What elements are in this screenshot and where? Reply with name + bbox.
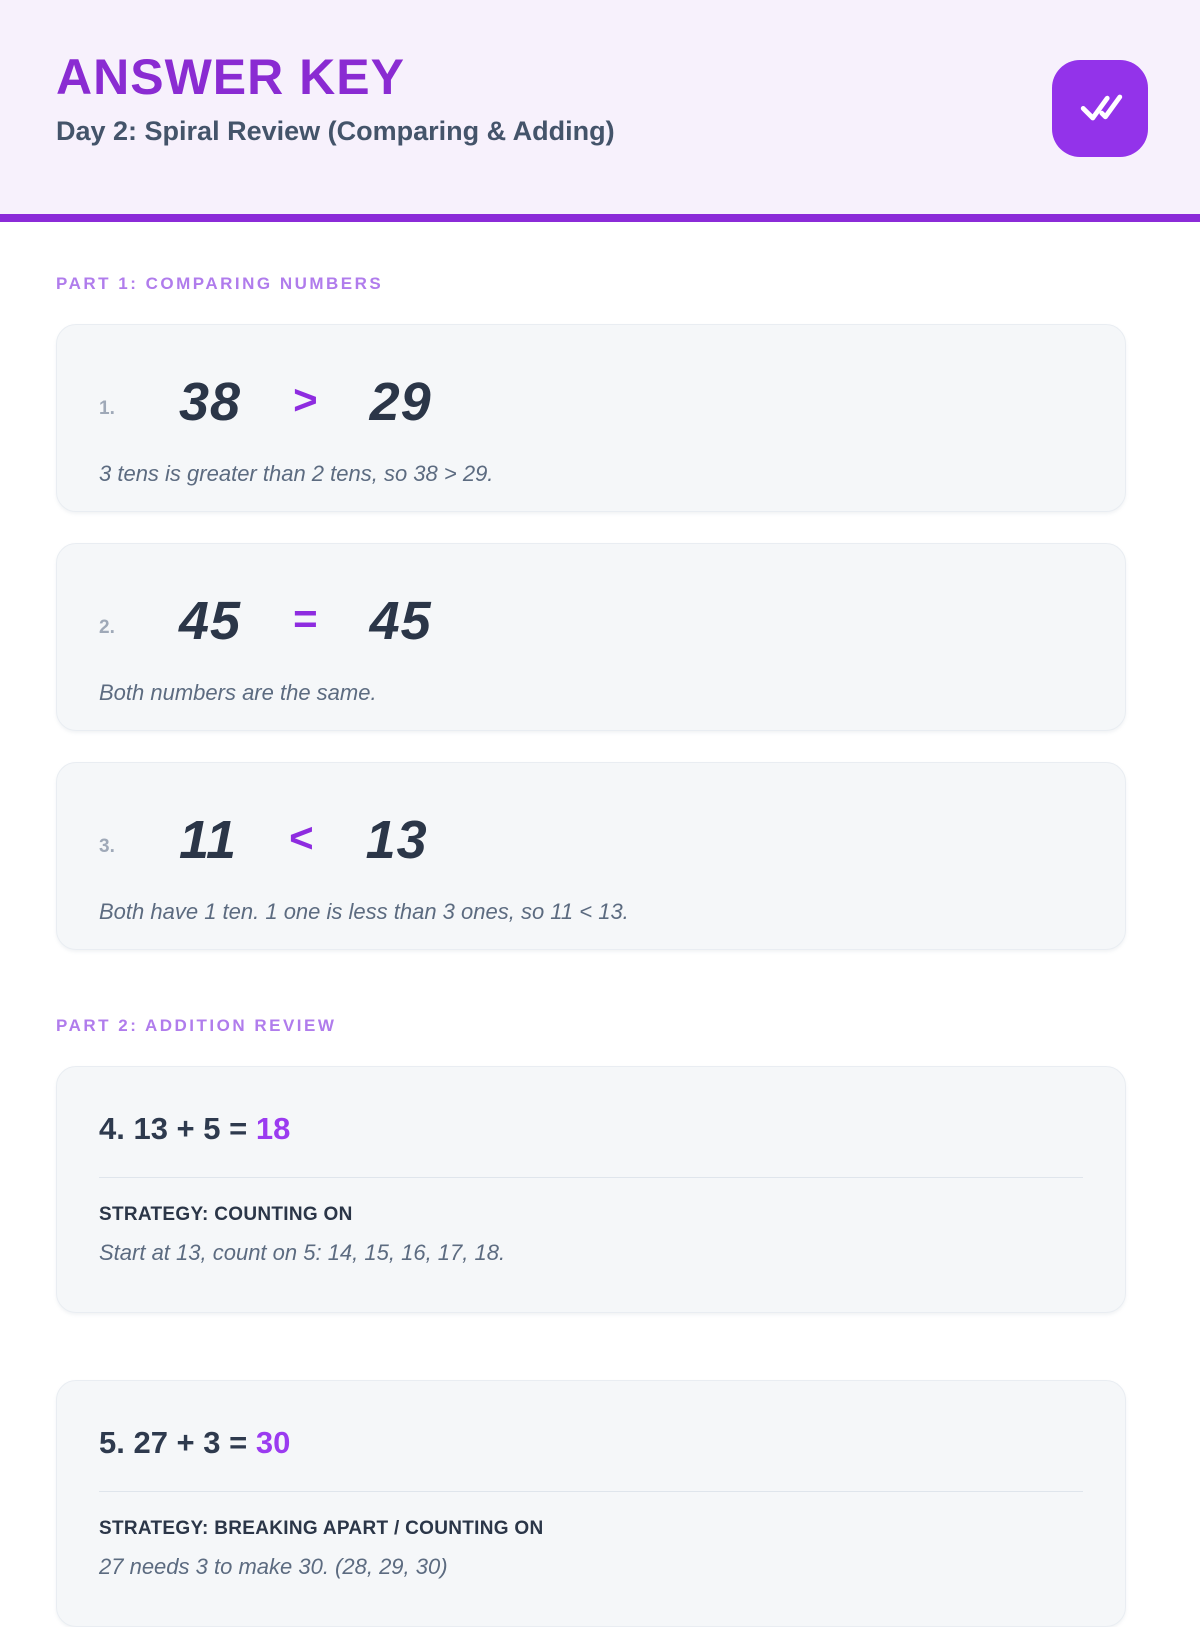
addition-card-4: 4. 13 + 5 = 18 STRATEGY: COUNTING ON Sta… xyxy=(56,1066,1126,1313)
problem-text: 5. 27 + 3 = xyxy=(99,1425,248,1460)
answer-value: 18 xyxy=(255,1111,291,1146)
problem-line: 5. 27 + 3 = 30 xyxy=(99,1425,1083,1461)
problem-line: 4. 13 + 5 = 18 xyxy=(99,1111,1083,1147)
strategy-note: Start at 13, count on 5: 14, 15, 16, 17,… xyxy=(99,1240,506,1265)
problem-text: 4. 13 + 5 = xyxy=(99,1111,248,1146)
comparison-row: 3. 11 < 13 xyxy=(99,809,1083,871)
page-header: ANSWER KEY Day 2: Spiral Review (Compari… xyxy=(0,0,1200,214)
header-accent-bar xyxy=(0,214,1200,222)
answer-key-badge xyxy=(1052,60,1148,157)
strategy-label: STRATEGY: BREAKING APART / COUNTING ON xyxy=(99,1518,544,1539)
item-number: 3. xyxy=(99,836,115,857)
double-check-icon xyxy=(1070,76,1130,141)
comparison-operator: < xyxy=(289,814,314,861)
comparison-row: 1. 38 > 29 xyxy=(99,371,1083,433)
right-number: 13 xyxy=(365,810,428,870)
card-divider xyxy=(99,1491,1083,1492)
strategy-note: 27 needs 3 to make 30. (28, 29, 30) xyxy=(99,1554,448,1579)
page-subtitle: Day 2: Spiral Review (Comparing & Adding… xyxy=(56,116,615,146)
item-number: 2. xyxy=(99,617,115,638)
right-number: 45 xyxy=(369,591,432,651)
addition-card-5: 5. 27 + 3 = 30 STRATEGY: BREAKING APART … xyxy=(56,1380,1126,1627)
explanation-note: Both numbers are the same. xyxy=(99,680,377,705)
right-number: 29 xyxy=(369,372,432,432)
comparison-operator: = xyxy=(293,595,318,642)
comparison-operator: > xyxy=(293,376,318,423)
main-content: PART 1: COMPARING NUMBERS 1. 38 > 29 3 t… xyxy=(0,222,1200,1627)
left-number: 11 xyxy=(179,810,238,870)
explanation-note: 3 tens is greater than 2 tens, so 38 > 2… xyxy=(99,461,494,486)
answer-value: 30 xyxy=(255,1425,291,1460)
section-label-part1: PART 1: COMPARING NUMBERS xyxy=(56,274,384,293)
left-number: 38 xyxy=(179,372,242,432)
page-title: ANSWER KEY xyxy=(56,49,405,105)
comparison-card-1: 1. 38 > 29 3 tens is greater than 2 tens… xyxy=(56,324,1126,512)
strategy-label: STRATEGY: COUNTING ON xyxy=(99,1204,353,1225)
comparison-card-2: 2. 45 = 45 Both numbers are the same. xyxy=(56,543,1126,731)
left-number: 45 xyxy=(179,591,242,651)
section-label-part2: PART 2: ADDITION REVIEW xyxy=(56,1016,337,1035)
comparison-card-3: 3. 11 < 13 Both have 1 ten. 1 one is les… xyxy=(56,762,1126,950)
comparison-row: 2. 45 = 45 xyxy=(99,590,1083,652)
explanation-note: Both have 1 ten. 1 one is less than 3 on… xyxy=(99,899,629,924)
card-divider xyxy=(99,1177,1083,1178)
item-number: 1. xyxy=(99,398,115,419)
